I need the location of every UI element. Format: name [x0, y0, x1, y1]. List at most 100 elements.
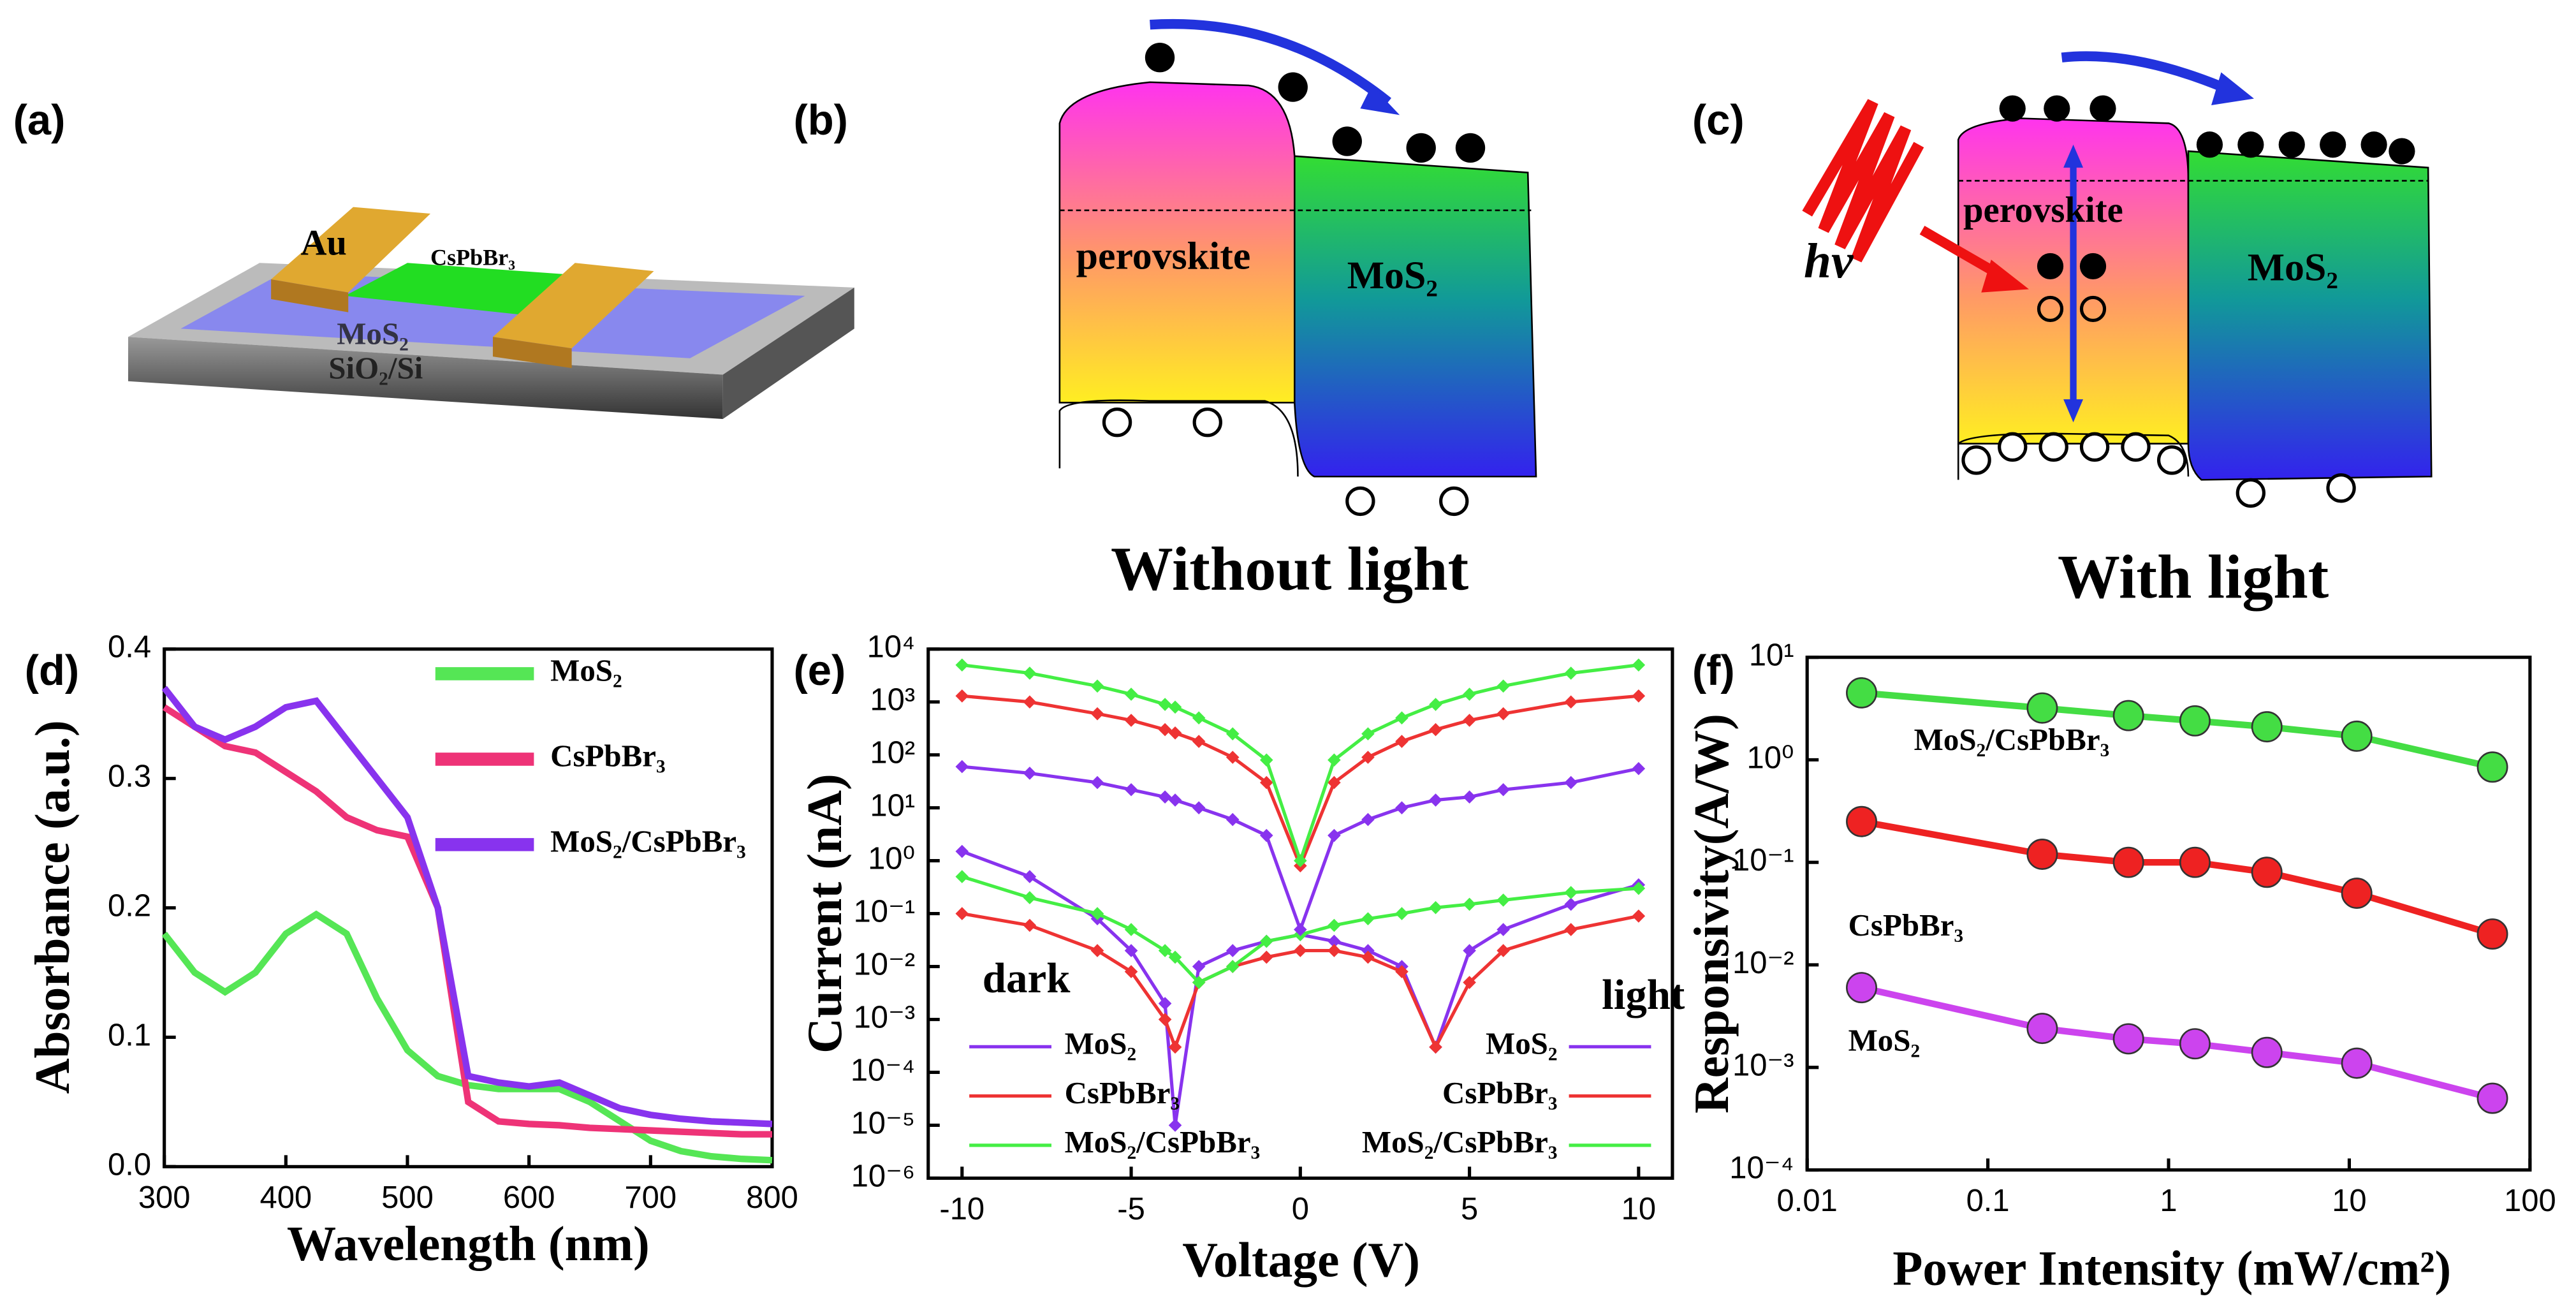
point: [1463, 687, 1476, 701]
label-substrate: SiO₂/Si: [328, 351, 423, 386]
point: [1497, 893, 1510, 907]
x-tick-label: 400: [260, 1180, 312, 1215]
legend-label: MoS₂/CsPbBr₃: [1362, 1124, 1558, 1159]
point: [1632, 881, 1646, 895]
y-tick-label: 10⁻¹: [1732, 843, 1794, 878]
point: [1192, 976, 1206, 989]
point: [1429, 793, 1442, 807]
point: [1395, 735, 1409, 748]
point: [1429, 1040, 1442, 1054]
x-tick-label: 10: [1621, 1192, 1656, 1226]
x-tick-label: 0.01: [1777, 1184, 1838, 1218]
x-tick-label: 300: [138, 1180, 191, 1215]
y-tick-label: 10⁰: [868, 842, 915, 876]
y-tick-label: 10⁻³: [1732, 1048, 1794, 1083]
point: [1158, 790, 1172, 804]
point: [1158, 997, 1172, 1010]
point: [1090, 907, 1104, 920]
point: [1226, 812, 1240, 827]
device: [128, 207, 854, 420]
point: [1168, 950, 1182, 964]
legend-label: CsPbBr₃: [1848, 908, 1964, 943]
point: [1090, 679, 1104, 693]
y-tick-label: 10⁻⁵: [851, 1106, 916, 1140]
point: [1168, 793, 1182, 807]
panel-label: (d): [25, 647, 80, 694]
point: [1124, 923, 1138, 936]
point: [2341, 878, 2373, 909]
point: [955, 760, 969, 774]
point: [1463, 790, 1476, 804]
series-line: [161, 910, 773, 1164]
point: [1564, 886, 1578, 899]
point: [1328, 918, 1341, 932]
x-tick-label: -5: [1117, 1192, 1145, 1226]
series-line: [962, 694, 1639, 871]
point: [1361, 950, 1375, 964]
panel-label: (e): [793, 647, 845, 694]
annotation: light: [1602, 971, 1685, 1018]
point: [1192, 735, 1206, 748]
point: [1497, 679, 1510, 693]
point: [1168, 1040, 1182, 1054]
point: [1463, 944, 1476, 957]
point: [955, 907, 969, 920]
point: [1259, 775, 1273, 790]
point: [2477, 918, 2508, 950]
point: [1023, 666, 1037, 680]
x-axis-label: Wavelength (nm): [287, 1216, 650, 1271]
point: [1158, 698, 1172, 711]
point: [1328, 934, 1341, 948]
point: [1361, 944, 1375, 957]
label-perovskite: perovskite: [1963, 190, 2123, 230]
x-tick-label: 0: [1292, 1192, 1309, 1226]
point: [1192, 801, 1206, 814]
x-tick-label: 0.1: [1966, 1184, 2010, 1218]
point: [1192, 711, 1206, 725]
legend-label: CsPbBr₃: [1065, 1075, 1180, 1110]
series-line: [161, 686, 773, 1128]
y-tick-label: 0.4: [108, 630, 151, 665]
point: [1226, 944, 1240, 957]
point: [1294, 854, 1307, 867]
legend-label: MoS₂: [1065, 1026, 1137, 1061]
legend-label: MoS₂: [550, 653, 622, 688]
y-tick-label: 10⁻¹: [854, 895, 916, 929]
point: [2251, 711, 2283, 743]
point: [2179, 1028, 2211, 1060]
x-axis-label: Power Intensity (mW/cm²): [1892, 1241, 2451, 1296]
legend-label: MoS₂/CsPbBr₃: [550, 824, 746, 859]
point: [1226, 751, 1240, 764]
point: [1090, 775, 1104, 790]
point: [1395, 801, 1409, 814]
point: [1463, 714, 1476, 727]
point: [1395, 711, 1409, 725]
x-tick-label: 5: [1461, 1192, 1478, 1226]
plot-frame: [926, 647, 1674, 1180]
y-tick-label: 10⁴: [867, 630, 915, 665]
panel-label: (f): [1692, 647, 1735, 694]
point: [1124, 944, 1138, 957]
point: [1023, 767, 1037, 780]
point: [1158, 1013, 1172, 1026]
point: [1497, 944, 1510, 957]
y-tick-label: 10²: [870, 736, 915, 770]
label-cspbbr3: CsPbBr₃: [430, 244, 515, 270]
y-axis-label: Current (nA): [797, 774, 852, 1054]
y-tick-label: 10³: [870, 683, 915, 717]
panel-label: (b): [793, 96, 848, 144]
label-mos2: MoS₂: [2248, 246, 2338, 289]
point: [1632, 658, 1646, 672]
legend-label: MoS₂/CsPbBr₃: [1914, 722, 2110, 757]
legend-label: CsPbBr₃: [550, 739, 666, 774]
label-hv: hv: [1804, 233, 1854, 288]
point: [1564, 666, 1578, 680]
point: [1361, 751, 1375, 764]
point: [1564, 897, 1578, 911]
point: [1023, 870, 1037, 883]
x-tick-label: 700: [624, 1180, 677, 1215]
point: [1168, 1119, 1182, 1132]
label-au: Au: [301, 223, 347, 263]
point: [1429, 900, 1442, 915]
